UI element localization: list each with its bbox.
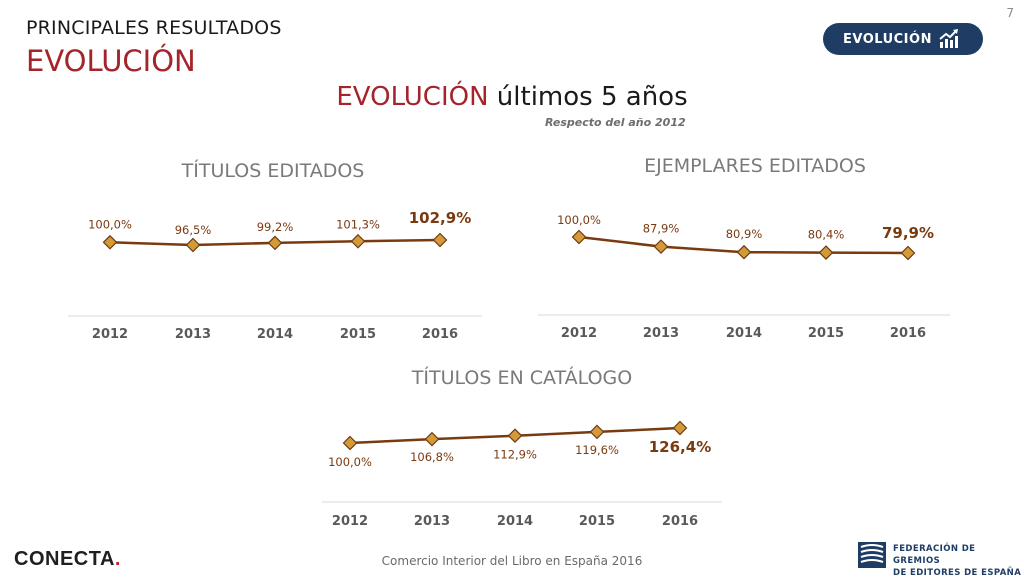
data-label: 87,9%	[643, 222, 680, 236]
data-label: 96,5%	[175, 223, 212, 237]
x-tick-label: 2015	[808, 326, 844, 341]
x-tick-label: 2012	[332, 514, 368, 529]
x-tick-label: 2012	[92, 327, 128, 342]
data-point-marker	[350, 233, 366, 249]
main-heading-accent: EVOLUCIÓN	[336, 82, 489, 112]
x-tick-label: 2013	[643, 326, 679, 341]
section-label: PRINCIPALES RESULTADOS	[26, 17, 282, 39]
data-label: 99,2%	[257, 220, 294, 234]
data-label: 100,0%	[88, 217, 132, 231]
data-point-marker	[653, 239, 669, 254]
chart-title: EJEMPLARES EDITADOS	[644, 155, 866, 177]
data-point-marker	[571, 229, 587, 245]
badge-label: EVOLUCIÓN	[843, 31, 932, 47]
data-point-marker	[900, 245, 916, 261]
data-label-highlight: 126,4%	[649, 438, 711, 456]
main-heading: EVOLUCIÓN últimos 5 años	[0, 82, 1024, 112]
data-label: 100,0%	[328, 455, 372, 469]
data-label: 119,6%	[575, 443, 619, 457]
conecta-logo-dot: .	[114, 548, 121, 570]
data-point-marker	[507, 428, 523, 444]
data-point-marker	[672, 420, 688, 436]
data-point-marker	[102, 234, 118, 250]
data-point-marker	[267, 235, 283, 251]
data-point-marker	[432, 232, 448, 248]
trend-chart-icon	[939, 29, 958, 48]
conecta-logo: CONECTA.	[14, 548, 121, 571]
page-number: 7	[1006, 6, 1014, 20]
data-point-marker	[185, 237, 201, 253]
data-point-marker	[589, 424, 605, 440]
x-tick-label: 2015	[340, 327, 376, 342]
x-tick-label: 2016	[662, 514, 698, 529]
federation-logo-icon	[858, 542, 886, 568]
data-label: 100,0%	[557, 213, 601, 227]
x-tick-label: 2014	[497, 514, 533, 529]
main-subtitle: Respecto del año 2012	[545, 116, 686, 129]
federation-line2: DE EDITORES DE ESPAÑA	[893, 568, 1022, 578]
x-tick-label: 2014	[257, 327, 293, 342]
x-tick-label: 2015	[579, 514, 615, 529]
x-tick-label: 2013	[414, 514, 450, 529]
x-tick-label: 2016	[890, 326, 926, 341]
main-heading-rest: últimos 5 años	[496, 82, 688, 112]
data-point-marker	[818, 245, 834, 260]
federation-line1: FEDERACIÓN DE GREMIOS	[893, 544, 976, 566]
data-label: 80,4%	[808, 228, 845, 242]
data-label-highlight: 102,9%	[409, 209, 471, 227]
x-tick-label: 2014	[726, 326, 762, 341]
data-label: 112,9%	[493, 448, 537, 462]
data-point-marker	[342, 435, 358, 451]
chart-title: TÍTULOS EDITADOS	[181, 159, 365, 182]
x-tick-label: 2013	[175, 327, 211, 342]
data-label: 106,8%	[410, 450, 454, 464]
federation-logo-text: FEDERACIÓN DE GREMIOS DE EDITORES DE ESP…	[893, 543, 1024, 579]
footer-caption: Comercio Interior del Libro en España 20…	[381, 554, 643, 568]
x-tick-label: 2012	[561, 326, 597, 341]
data-point-marker	[736, 244, 752, 260]
data-label-highlight: 79,9%	[882, 224, 934, 242]
evolucion-badge-button[interactable]: EVOLUCIÓN	[823, 23, 983, 55]
x-tick-label: 2016	[422, 327, 458, 342]
data-point-marker	[424, 431, 440, 447]
section-title: EVOLUCIÓN	[26, 44, 196, 78]
data-label: 80,9%	[726, 227, 763, 241]
conecta-logo-text: CONECTA	[14, 548, 115, 570]
chart-title: TÍTULOS EN CATÁLOGO	[411, 366, 632, 389]
data-label: 101,3%	[336, 217, 380, 231]
